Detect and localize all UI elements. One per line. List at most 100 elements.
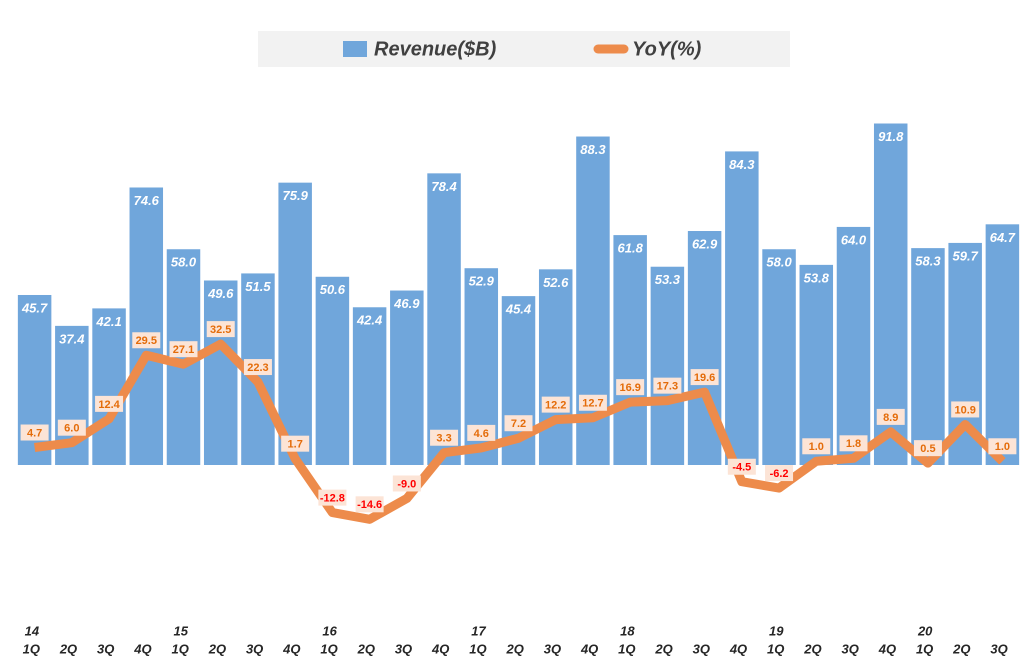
bar-value-label: 59.7 xyxy=(953,248,979,263)
value-label-box xyxy=(616,379,645,396)
value-label-box xyxy=(578,394,607,411)
value-label-box xyxy=(988,438,1017,455)
value-label-box xyxy=(20,424,49,441)
line-value-label: 0.5 xyxy=(920,443,935,455)
bar xyxy=(427,173,461,466)
bar xyxy=(278,182,312,466)
bar-value-label: 84.3 xyxy=(729,157,755,172)
x-year-label: 16 xyxy=(322,623,337,638)
line-value-label: 8.9 xyxy=(883,412,898,424)
bar-value-label: 58.0 xyxy=(171,255,197,270)
value-label-box xyxy=(430,429,459,446)
bar-value-label: 42.4 xyxy=(356,313,383,328)
value-label-box xyxy=(132,332,161,349)
x-tick-label: 1Q xyxy=(916,641,933,656)
bar xyxy=(836,226,871,465)
bar-value-label: 52.9 xyxy=(469,274,495,289)
value-label-box xyxy=(690,369,719,386)
value-label-box xyxy=(355,496,384,513)
value-label-box xyxy=(318,489,347,506)
line-value-label: 1.8 xyxy=(846,438,861,450)
bar-value-label: 52.6 xyxy=(543,275,569,290)
legend-label: Revenue($B) xyxy=(374,38,497,60)
bar xyxy=(985,224,1020,465)
bars xyxy=(17,123,1020,466)
x-tick-label: 1Q xyxy=(767,641,784,656)
bar xyxy=(538,269,573,465)
value-label-box xyxy=(765,465,794,482)
bar xyxy=(203,280,238,465)
bar xyxy=(613,235,647,465)
bar xyxy=(650,266,685,465)
x-tick-label: 3Q xyxy=(395,641,412,656)
x-tick-label: 4Q xyxy=(878,641,896,656)
line-value-label: 22.3 xyxy=(247,362,268,374)
bar-value-label: 42.1 xyxy=(95,314,121,329)
x-tick-label: 2Q xyxy=(654,641,672,656)
line-value-label: 3.3 xyxy=(436,433,451,445)
x-year-label: 14 xyxy=(25,623,40,638)
value-label-box xyxy=(727,458,756,475)
value-label-box xyxy=(206,321,235,338)
value-label-box xyxy=(169,341,198,358)
x-tick-label: 2Q xyxy=(208,641,226,656)
line-value-label: -12.8 xyxy=(320,493,345,505)
line-value-label: 4.6 xyxy=(474,428,489,440)
bar-value-label: 46.9 xyxy=(393,296,420,311)
bar-value-label: 37.4 xyxy=(59,331,85,346)
x-tick-label: 3Q xyxy=(97,641,114,656)
bar-value-label: 75.9 xyxy=(283,188,309,203)
line-value-label: 1.0 xyxy=(809,441,824,453)
x-tick-label: 2Q xyxy=(803,641,821,656)
bar-value-label: 74.6 xyxy=(134,193,160,208)
x-tick-label: 1Q xyxy=(469,641,486,656)
line-value-label: 1.7 xyxy=(288,439,303,451)
bar-value-label: 45.4 xyxy=(505,302,532,317)
line-value-label: 17.3 xyxy=(657,381,678,393)
line-value-label: 12.2 xyxy=(545,400,566,412)
line-value-label: -6.2 xyxy=(770,468,789,480)
x-tick-label: 4Q xyxy=(282,641,300,656)
value-label-box xyxy=(653,377,682,394)
legend-swatch xyxy=(343,41,367,57)
x-tick-label: 2Q xyxy=(59,641,77,656)
line-value-label: 12.4 xyxy=(98,399,120,411)
value-label-box xyxy=(467,424,496,441)
value-label-box xyxy=(802,438,831,455)
lines xyxy=(34,339,1006,524)
bar xyxy=(762,249,796,465)
x-tick-label: 2Q xyxy=(357,641,375,656)
bar xyxy=(911,248,945,465)
value-label-box xyxy=(839,435,868,452)
bar xyxy=(799,264,834,465)
line-value-label: 1.0 xyxy=(995,441,1010,453)
x-tick-label: 1Q xyxy=(23,641,40,656)
line-value-label: -9.0 xyxy=(397,478,416,490)
x-tick-label: 2Q xyxy=(506,641,524,656)
line-value-label: 12.7 xyxy=(582,398,603,410)
line-value-label: 29.5 xyxy=(136,335,157,347)
bar-value-label: 64.0 xyxy=(841,232,867,247)
x-tick-label: 4Q xyxy=(729,641,747,656)
bar xyxy=(92,308,126,465)
line-value-label: 4.7 xyxy=(27,427,42,439)
bar xyxy=(315,276,350,465)
x-tick-label: 3Q xyxy=(842,641,859,656)
x-tick-label: 3Q xyxy=(544,641,561,656)
line-value-label: 10.9 xyxy=(954,404,975,416)
x-tick-label: 4Q xyxy=(580,641,598,656)
legend-box xyxy=(258,31,790,67)
value-label-box xyxy=(504,415,533,432)
value-label-box xyxy=(243,359,272,376)
value-label-box xyxy=(541,396,570,413)
line-value-label: 19.6 xyxy=(694,372,715,384)
bar-value-label: 51.5 xyxy=(245,279,271,294)
x-tick-label: 1Q xyxy=(618,641,635,656)
line-value-label: -4.5 xyxy=(732,462,751,474)
bar xyxy=(390,290,424,465)
bar-value-label: 50.6 xyxy=(320,282,346,297)
bar xyxy=(725,151,759,466)
bar-value-label: 64.7 xyxy=(990,230,1016,245)
value-label-box xyxy=(95,395,124,412)
